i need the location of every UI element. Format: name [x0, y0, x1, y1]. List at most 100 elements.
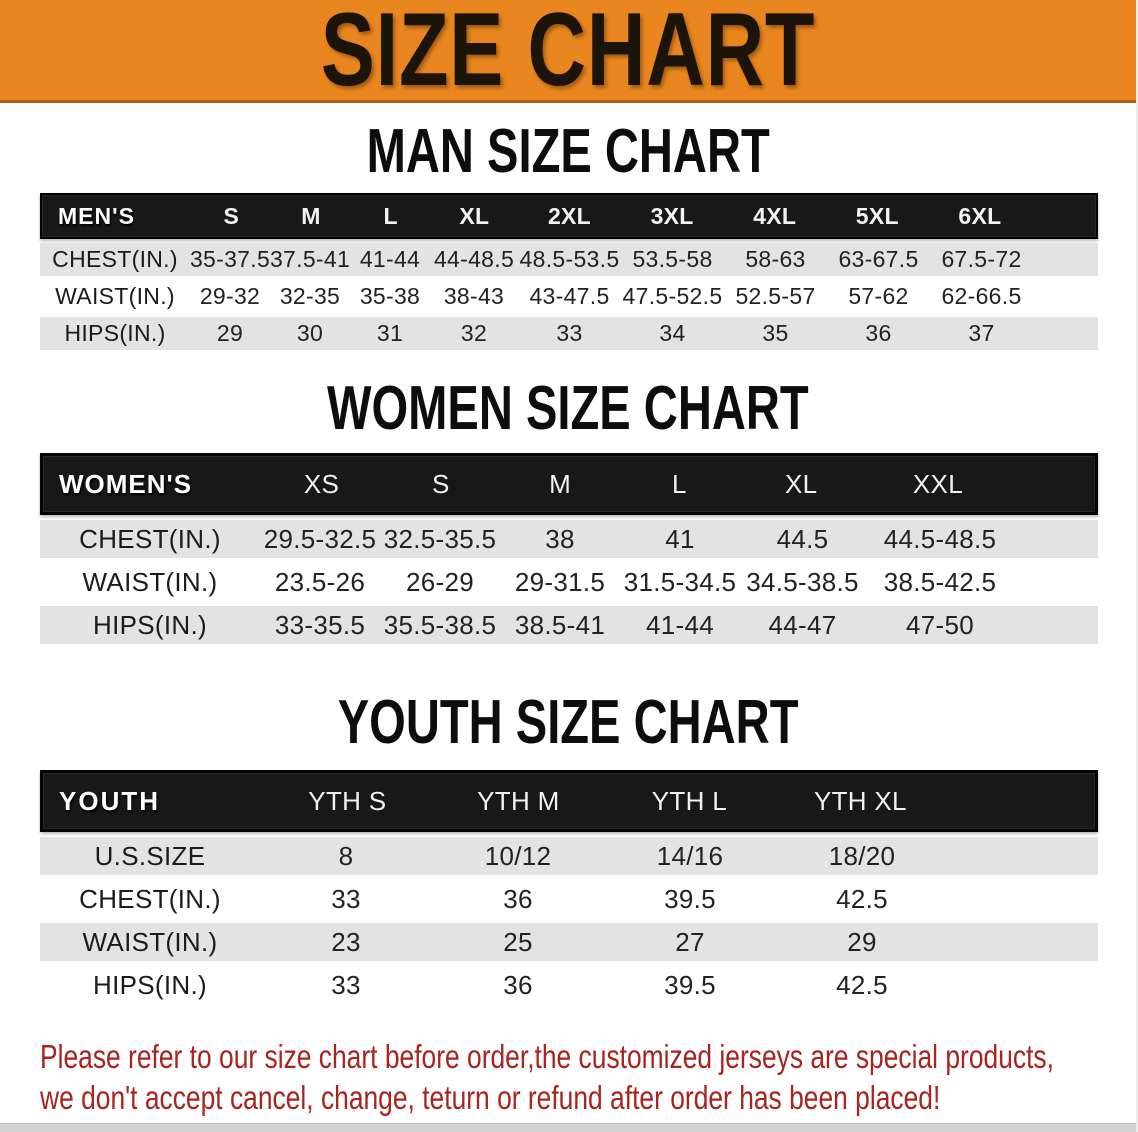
row-label-cell: HIPS(IN.): [64, 320, 166, 346]
men-size-table: MEN'S S M L XL 2XL 3XL 4XL 5XL 6XL CHEST(IN.) 35-37…: [40, 193, 1098, 350]
value-cell: 42.5: [836, 969, 888, 1000]
value-cell: 38-43: [443, 283, 505, 309]
value-cell: 37: [968, 320, 995, 346]
column-header-cell: 3XL: [650, 202, 694, 229]
value-cell: 44.5-48.5: [883, 523, 997, 554]
notice-line-2: we don't accept cancel, change, teturn o…: [40, 1079, 941, 1116]
value-cell: 52.5-57: [735, 283, 816, 309]
value-cell: 47.5-52.5: [622, 283, 723, 309]
column-header-cell: XXL: [912, 468, 963, 499]
column-header-cell: M: [301, 202, 321, 229]
table-title-cell: MEN'S: [58, 202, 135, 229]
value-cell: 23.5-26: [274, 566, 366, 597]
value-cell: 31.5-34.5: [623, 566, 737, 597]
value-cell: 32-35: [279, 283, 341, 309]
spacer-cell: [948, 837, 1098, 875]
men-title-wrap: MAN SIZE CHART: [0, 121, 1136, 183]
spacer-cell: [1015, 520, 1098, 558]
men-size-section: MAN SIZE CHART MEN'S S M L XL 2XL 3XL 4XL 5XL 6XL…: [0, 121, 1136, 350]
size-chart-banner: SIZE CHART: [0, 0, 1136, 103]
table-row: CHEST(IN.) 29.5-32.5 32.5-35.5 38 41 44.5 44.5…: [40, 520, 1098, 558]
row-label-cell: WAIST(IN.): [82, 566, 218, 597]
spacer-cell: [948, 923, 1098, 961]
column-header-cell: XL: [785, 468, 818, 499]
value-cell: 34: [659, 320, 686, 346]
value-cell: 30: [296, 320, 324, 346]
value-cell: 58-63: [745, 246, 806, 272]
column-header-cell: 5XL: [855, 202, 899, 229]
bottom-edge-strip: [0, 1123, 1136, 1132]
spacer-cell: [1033, 243, 1098, 276]
column-header-cell: XS: [303, 468, 340, 499]
page-title: SIZE CHART: [320, 0, 816, 108]
value-cell: 38: [545, 523, 575, 554]
table-header-row: WOMEN'S XS S M L XL XXL: [40, 453, 1098, 515]
spacer-cell: [1033, 280, 1098, 313]
order-notice: Please refer to our size chart before or…: [40, 1036, 1136, 1118]
value-cell: 26-29: [406, 566, 474, 597]
youth-size-section: YOUTH SIZE CHART YOUTH YTH S YTH M YTH L YTH…: [0, 692, 1136, 1004]
table-title-cell: YOUTH: [59, 785, 160, 816]
value-cell: 8: [338, 840, 354, 871]
row-label-cell: CHEST(IN.): [79, 883, 221, 914]
value-cell: 18/20: [828, 840, 896, 871]
row-label-cell: HIPS(IN.): [93, 609, 207, 640]
column-header-cell: 6XL: [958, 202, 1002, 229]
value-cell: 23: [331, 926, 361, 957]
column-header-cell: YTH L: [651, 785, 727, 816]
value-cell: 32.5-35.5: [383, 523, 497, 554]
youth-size-table: YOUTH YTH S YTH M YTH L YTH XL U.S.SIZE 8 10/12…: [40, 770, 1098, 1004]
value-cell: 63-67.5: [838, 246, 919, 272]
value-cell: 39.5: [664, 969, 716, 1000]
column-header-cell: YTH XL: [813, 785, 907, 816]
spacer-cell: [948, 880, 1098, 918]
table-row: WAIST(IN.) 23 25 27 29: [40, 923, 1098, 961]
value-cell: 29.5-32.5: [263, 523, 377, 554]
value-cell: 37.5-41: [269, 246, 351, 272]
women-size-table: WOMEN'S XS S M L XL XXL CHEST(IN.) 29.5-32.5 32.5…: [40, 453, 1098, 644]
value-cell: 47-50: [906, 609, 974, 640]
row-label-cell: HIPS(IN.): [93, 969, 207, 1000]
table-row: CHEST(IN.) 33 36 39.5 42.5: [40, 880, 1098, 918]
row-label-cell: CHEST(IN.): [79, 523, 221, 554]
value-cell: 35-37.5: [189, 246, 271, 272]
column-header-cell: YTH S: [308, 785, 387, 816]
value-cell: 36: [503, 883, 533, 914]
column-header-cell: S: [223, 202, 240, 229]
row-label-cell: CHEST(IN.): [52, 246, 178, 272]
spacer-cell: [1031, 195, 1096, 237]
value-cell: 38.5-41: [514, 609, 606, 640]
table-row: WAIST(IN.) 29-32 32-35 35-38 38-43 43-47.5 47.…: [40, 280, 1098, 313]
value-cell: 10/12: [484, 840, 552, 871]
value-cell: 29-31.5: [514, 566, 606, 597]
value-cell: 36: [865, 320, 892, 346]
value-cell: 44.5: [776, 523, 829, 554]
value-cell: 53.5-58: [632, 246, 713, 272]
table-header-row: MEN'S S M L XL 2XL 3XL 4XL 5XL 6XL: [40, 193, 1098, 239]
youth-title-wrap: YOUTH SIZE CHART: [0, 692, 1136, 754]
value-cell: 33: [556, 320, 583, 346]
value-cell: 41: [665, 523, 695, 554]
value-cell: 41-44: [646, 609, 714, 640]
column-header-cell: 2XL: [547, 202, 592, 229]
table-title-cell: WOMEN'S: [59, 468, 193, 499]
value-cell: 14/16: [656, 840, 724, 871]
value-cell: 33-35.5: [274, 609, 366, 640]
value-cell: 29-32: [199, 283, 261, 309]
spacer-cell: [1015, 606, 1098, 644]
value-cell: 25: [503, 926, 533, 957]
women-title-wrap: WOMEN SIZE CHART: [0, 378, 1136, 440]
value-cell: 39.5: [664, 883, 716, 914]
value-cell: 67.5-72: [941, 246, 1022, 272]
row-label-cell: U.S.SIZE: [94, 840, 206, 871]
value-cell: 27: [675, 926, 705, 957]
spacer-cell: [1015, 563, 1098, 601]
row-label-cell: WAIST(IN.): [82, 926, 218, 957]
women-size-section: WOMEN SIZE CHART WOMEN'S XS S M L XL XXL CHEST(…: [0, 378, 1136, 644]
table-row: HIPS(IN.) 29 30 31 32 33 34 35 36 37: [40, 317, 1098, 350]
value-cell: 57-62: [848, 283, 909, 309]
column-header-cell: M: [549, 468, 572, 499]
value-cell: 44-48.5: [433, 246, 515, 272]
table-row: HIPS(IN.) 33 36 39.5 42.5: [40, 966, 1098, 1004]
